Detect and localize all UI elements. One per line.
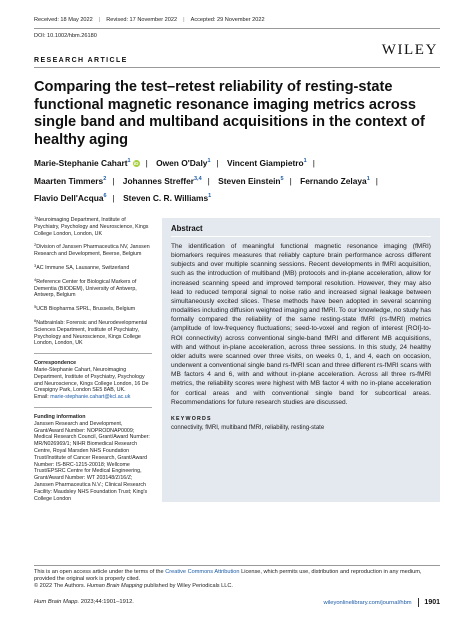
email-link[interactable]: marie-stephanie.cahart@kcl.ac.uk	[50, 394, 131, 401]
license-link[interactable]: Creative Commons Attribution	[165, 569, 240, 575]
author-affiliation-ref: 1	[207, 158, 211, 164]
author-separator: |	[112, 175, 115, 186]
affiliation-text: Natbrainlab: Forensic and Neurodevelopme…	[34, 319, 148, 347]
affiliation-text: Division of Janssen Pharmaceutica NV, Ja…	[34, 244, 150, 258]
author-affiliation-ref: 6	[103, 193, 107, 200]
author-affiliation-ref: 1	[208, 193, 212, 200]
affiliation: 6Natbrainlab: Forensic and Neurodevelopm…	[34, 318, 152, 347]
affiliation-number: 3	[34, 262, 37, 268]
copyright-text: © 2022 The Authors.	[34, 583, 87, 590]
author-separator: |	[375, 175, 378, 186]
footer-separator	[417, 598, 419, 607]
license-footnote: This is an open access article under the…	[34, 569, 440, 591]
article-title: Comparing the test–retest reliability of…	[34, 79, 425, 148]
journal-details: 2023;44:1901–1912.	[79, 599, 134, 605]
author-separator: |	[112, 193, 115, 204]
abstract-heading: Abstract	[171, 224, 431, 237]
section-divider	[34, 67, 440, 68]
author-affiliation-ref: 5	[280, 175, 284, 182]
page-number: 1901	[424, 599, 440, 606]
affiliation: 3AC Immune SA, Lausanne, Switzerland	[34, 263, 152, 272]
doi[interactable]: DOI: 10.1002/hbm.26180	[34, 33, 97, 39]
keywords-text: connectivity, fMRI, multiband fMRI, reli…	[171, 424, 325, 431]
funding-text: Janssen Research and Development, Grant/…	[34, 420, 150, 502]
author-affiliation-ref: 1	[366, 175, 370, 182]
author-name[interactable]: Fernando Zelaya	[300, 175, 367, 186]
journal-name: Hum Brain Mapp.	[34, 599, 80, 605]
author-affiliation-ref: 1	[303, 158, 307, 164]
affiliation-text: Reference Center for Biological Markers …	[34, 278, 137, 299]
abstract-text: The identification of meaningful functio…	[171, 243, 431, 406]
email-label: Email:	[34, 394, 49, 401]
affiliation-number: 4	[34, 276, 37, 282]
author-separator: |	[207, 175, 210, 186]
license-text: License, which permits use, distribution…	[34, 569, 422, 583]
affiliation: 4Reference Center for Biological Markers…	[34, 277, 152, 299]
sidebar-metadata: 1Neuroimaging Department, Institute of P…	[34, 215, 152, 502]
affiliation-text: AC Immune SA, Lausanne, Switzerland	[36, 264, 130, 271]
author-name[interactable]: Marie-Stephanie Cahart	[34, 158, 128, 168]
copyright-text: published by Wiley Periodicals LLC.	[142, 583, 233, 590]
abstract-panel: Abstract The identification of meaningfu…	[162, 218, 440, 502]
header-divider	[34, 28, 440, 29]
correspondence-text: Marie-Stephanie Cahart, Neuroimaging Dep…	[34, 366, 149, 394]
date-separator: |	[98, 17, 101, 23]
affiliation-number: 5	[34, 304, 37, 310]
submission-dates: Received: 18 May 2022 | Revised: 17 Nove…	[34, 17, 265, 23]
affiliation: 5UCB Biopharma SPRL, Brussels, Belgium	[34, 304, 152, 313]
footer-divider	[34, 565, 440, 566]
keywords-heading: KEYWORDS	[171, 415, 212, 422]
affiliation-number: 6	[34, 317, 37, 323]
author-name[interactable]: Maarten Timmers	[34, 175, 104, 186]
page-footer-right: wileyonlinelibrary.com/journal/hbm 1901	[323, 598, 440, 607]
section-label: RESEARCH ARTICLE	[34, 57, 128, 64]
publisher-logo: WILEY	[381, 42, 438, 58]
journal-url[interactable]: wileyonlinelibrary.com/journal/hbm	[323, 599, 412, 606]
author-affiliation-ref: 3,4	[194, 175, 202, 182]
affiliation: 2Division of Janssen Pharmaceutica NV, J…	[34, 242, 152, 258]
affiliation-text: UCB Biopharma SPRL, Brussels, Belgium	[36, 306, 136, 313]
affiliation: 1Neuroimaging Department, Institute of P…	[34, 215, 152, 237]
affiliation-number: 2	[34, 242, 37, 248]
copyright-journal: Human Brain Mapping	[86, 583, 143, 590]
revised-date: Revised: 17 November 2022	[106, 17, 178, 23]
accepted-date: Accepted: 29 November 2022	[190, 17, 265, 23]
author-name[interactable]: Flavio Dell'Acqua	[34, 193, 104, 204]
author-affiliation-ref: 1	[127, 158, 131, 164]
sidebar-divider	[34, 406, 152, 408]
author-name[interactable]: Owen O'Daly	[156, 158, 208, 168]
author-list: Marie-Stephanie Cahart1 iD | Owen O'Daly1 |…	[34, 154, 444, 207]
author-separator: |	[312, 158, 315, 168]
correspondence-heading: Correspondence	[34, 360, 77, 367]
author-separator: |	[216, 158, 219, 168]
author-name[interactable]: Steven Einstein	[218, 175, 281, 186]
author-name[interactable]: Steven C. R. Williams	[123, 193, 209, 204]
received-date: Received: 18 May 2022	[34, 17, 93, 23]
date-separator: |	[183, 17, 185, 23]
author-separator: |	[289, 175, 292, 186]
affiliation-text: Neuroimaging Department, Institute of Ps…	[34, 217, 149, 237]
author-name[interactable]: Vincent Giampietro	[227, 158, 304, 168]
author-affiliation-ref: 2	[103, 175, 107, 182]
affiliation-number: 1	[34, 215, 37, 220]
funding-heading: Funding information	[34, 413, 86, 420]
correspondence-email: Email: marie-stephanie.cahart@kcl.ac.uk	[34, 394, 152, 401]
author-name[interactable]: Johannes Streffer	[122, 175, 194, 186]
orcid-icon[interactable]: iD	[132, 160, 140, 167]
sidebar-divider	[34, 353, 152, 355]
author-separator: |	[145, 158, 148, 168]
journal-citation: Hum Brain Mapp. 2023;44:1901–1912.	[34, 599, 134, 605]
license-text: This is an open access article under the…	[34, 569, 166, 575]
